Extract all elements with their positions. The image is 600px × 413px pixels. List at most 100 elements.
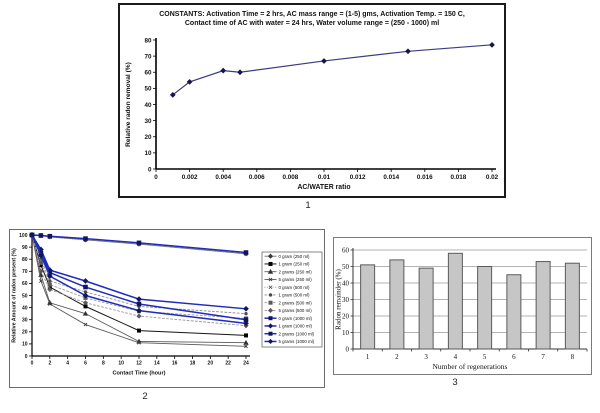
square-marker (243, 333, 248, 338)
axis-tick-label: 2 (395, 353, 399, 361)
axis-tick-label: 40 (22, 305, 28, 311)
axis-tick-label: 0 (346, 345, 350, 353)
axis-tick-label: 0 (31, 361, 34, 367)
series-relative-radon-removal (169, 41, 495, 98)
axis-tick-label: 20 (22, 330, 28, 336)
x-axis-label: Contact Time (hour) (112, 371, 165, 377)
axis-tick-label: 0 (148, 166, 152, 173)
bar-series (360, 252, 580, 350)
axis-tick-label: 20 (144, 134, 152, 141)
square-marker (268, 261, 273, 266)
series-line (31, 234, 247, 347)
legend-entry-label: 5 grams (250 ml) (279, 277, 313, 282)
axis-tick-label: 30 (22, 318, 28, 324)
diamond-marker (489, 41, 495, 48)
axis-tick-label: 40 (342, 279, 350, 287)
legend-entry-label: 5 grams (500 ml) (279, 308, 313, 313)
x-marker (83, 322, 88, 327)
bar-6 (506, 274, 522, 350)
diamond-marker (243, 320, 249, 327)
legend-entry-label: 2 grams (1000 ml) (279, 331, 315, 336)
bar-4 (447, 252, 463, 350)
series-line (31, 234, 247, 336)
diamond-marker (267, 253, 274, 259)
chart3-radon-remainder-bar-chart: 1 2 3 4 5 6 7 8 0 10 20 30 40 50 60 Number of regenerat… (333, 237, 592, 375)
chart1-radon-removal-line-chart: CONSTANTS: Activation Time = 2 hrs, AC m… (118, 3, 506, 198)
axis-tick-label: 50 (342, 263, 350, 271)
diamond-marker (47, 286, 53, 293)
legend-entry-label: 0 gram (500 ml) (279, 285, 311, 290)
axis-tick-label: 100 (19, 233, 28, 239)
axis-tick-label: 0.004 (215, 174, 231, 181)
axis-tick-label: 3 (424, 353, 428, 361)
chart1-constants-title-line1: CONSTANTS: Activation Time = 2 hrs, AC m… (159, 11, 465, 18)
triangle-marker (267, 268, 274, 274)
axis-tick-label: 20 (208, 361, 214, 367)
square-marker (47, 233, 53, 239)
square-marker (47, 282, 52, 287)
square-marker (38, 260, 43, 265)
axis-tick-label: 7 (541, 353, 545, 361)
legend-box (261, 251, 323, 348)
diamond-marker (169, 91, 176, 98)
chart1-plot-area: 0 10 20 30 40 50 60 70 80 0 0.002 0.004 0.006 0.008 0.… (125, 37, 499, 191)
axis-tick-label: 80 (144, 37, 152, 44)
series-line (31, 234, 247, 255)
x-marker (137, 340, 141, 345)
axis-tick-label: 5 (483, 353, 487, 361)
x-axis-label: AC/WATER ratio (297, 184, 350, 191)
square-marker (136, 301, 142, 307)
dot-marker (244, 311, 248, 316)
axis-tick-label: 18 (190, 361, 196, 367)
diamond-marker (321, 58, 327, 64)
axis-tick-label: 24 (243, 361, 249, 367)
axis-tick-label: 90 (22, 245, 28, 251)
bar-5 (477, 266, 493, 350)
diamond-marker (243, 305, 249, 312)
axis-tick-label: 10 (144, 150, 152, 157)
axis-tick-label: 14 (154, 361, 160, 367)
bar-7 (535, 261, 551, 350)
square-marker (137, 328, 142, 333)
series-line (31, 234, 247, 344)
chart2-number-label: 2 (142, 391, 148, 402)
square-marker (268, 316, 273, 321)
y-axis-label: Relative radon removal (%) (125, 62, 132, 147)
axis-tick-label: 80 (22, 257, 28, 263)
axis-tick-label: 70 (22, 269, 28, 275)
square-marker (83, 284, 88, 290)
chart3-number-label: 3 (452, 377, 458, 388)
x-marker (244, 344, 248, 349)
legend-entry-label: 1 gram (1000 ml) (279, 324, 313, 329)
square-marker (268, 300, 273, 305)
axis-tick-label: 50 (22, 293, 28, 299)
series-line (31, 234, 247, 321)
diamond-marker (136, 313, 142, 319)
axis-tick-label: 6 (512, 353, 516, 361)
axis-tick-label: 0 (154, 174, 158, 181)
y-axis-label: Radon remainder (%) (335, 269, 343, 330)
diamond-marker (46, 273, 53, 280)
diamond-marker (82, 292, 89, 299)
axis-tick-label: 60 (22, 281, 28, 287)
diamond-marker (82, 300, 89, 306)
square-marker (243, 250, 249, 255)
axis-tick-label: 10 (342, 329, 350, 337)
axis-tick-label: 2 (48, 361, 51, 367)
axis-tick-label: 0.008 (283, 174, 299, 181)
x-marker (47, 302, 52, 306)
axis-tick-label: 0.012 (350, 174, 366, 181)
axis-tick-label: 12 (136, 361, 142, 367)
axis-tick-label: 16 (172, 361, 178, 367)
axis-tick-label: 6 (84, 361, 87, 367)
series-line (31, 234, 247, 310)
axis-tick-label: 1 (366, 353, 370, 361)
bar-3 (418, 267, 434, 350)
square-marker (268, 331, 273, 336)
axis-tick-label: 4 (454, 353, 458, 361)
axis-tick-label: 30 (342, 296, 350, 304)
bar-2 (389, 259, 405, 350)
